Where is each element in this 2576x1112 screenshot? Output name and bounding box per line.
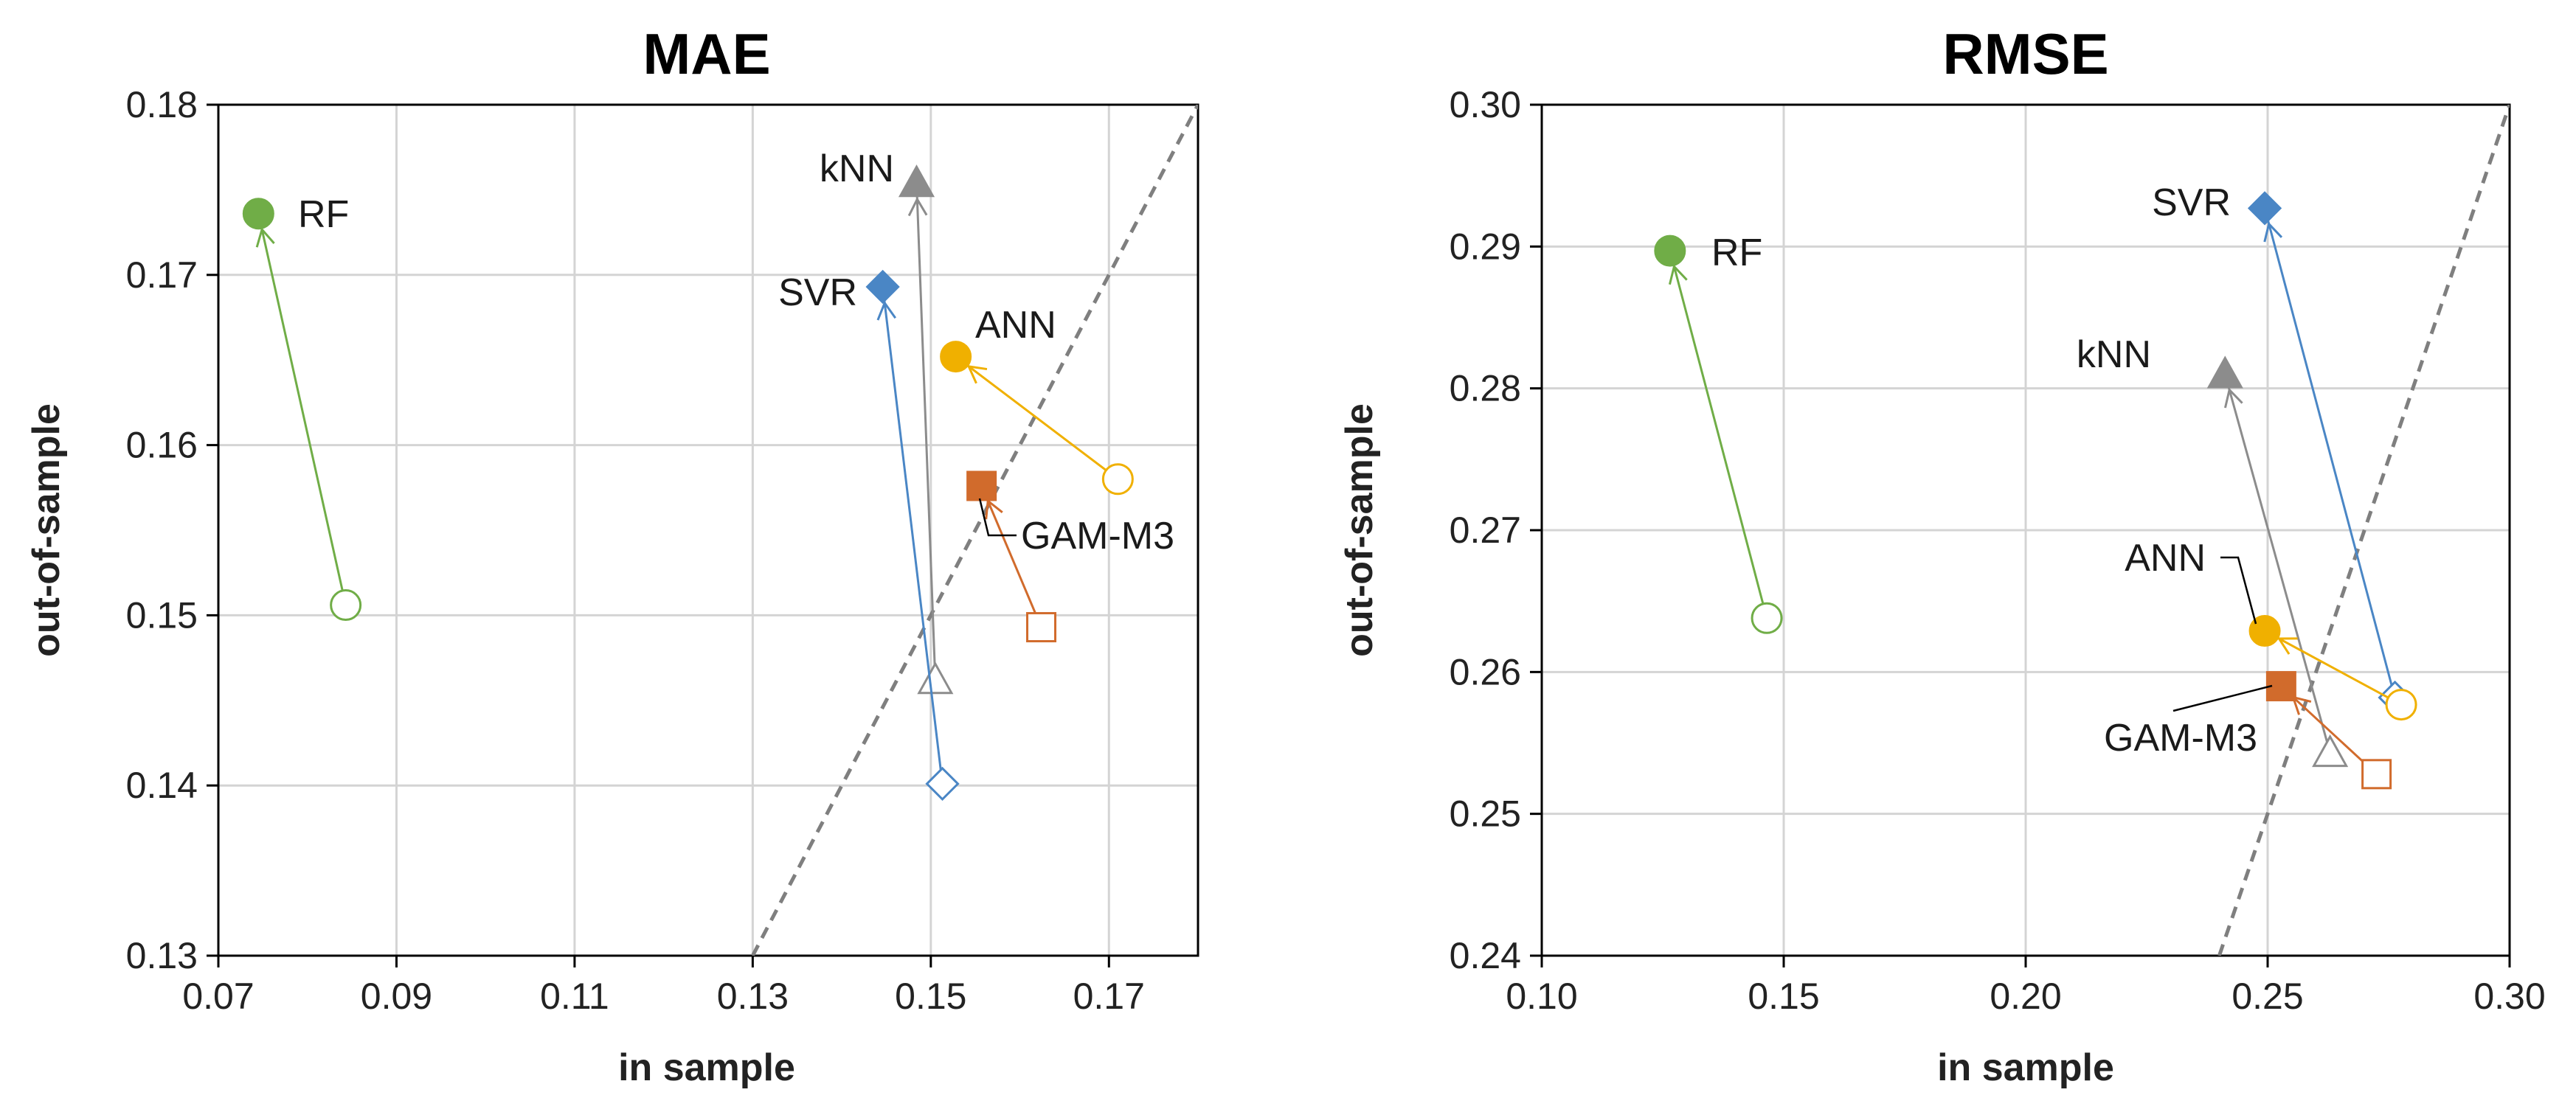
series-svr: SVR <box>2152 181 2412 715</box>
point-in-sample <box>925 766 960 802</box>
x-axis-label: in sample <box>618 1046 795 1089</box>
series-rf: RF <box>242 193 362 622</box>
y-tick-label: 0.28 <box>1450 368 1521 409</box>
series-label: kNN <box>2077 333 2151 376</box>
series-svr: SVR <box>778 269 960 802</box>
reference-line-y-equals-x <box>2217 105 2510 956</box>
series-label: RF <box>1711 232 1762 274</box>
gridlines <box>218 105 1198 956</box>
x-tick-label: 0.20 <box>1990 976 2061 1017</box>
y-tick-label: 0.17 <box>126 254 198 296</box>
series-line <box>257 213 347 605</box>
y-tick-label: 0.24 <box>1450 935 1521 976</box>
series-label: SVR <box>2152 181 2231 224</box>
y-tick-label: 0.15 <box>126 594 198 636</box>
series-knn: kNN <box>820 147 954 695</box>
series-label: GAM-M3 <box>1021 515 1174 557</box>
y-axis-label: out-of-sample <box>25 403 68 657</box>
series-line <box>2263 208 2396 698</box>
point-in-sample <box>2361 759 2392 790</box>
arrowhead <box>2224 387 2243 409</box>
point-out-of-sample <box>242 198 274 230</box>
y-tick-label: 0.16 <box>126 425 198 466</box>
point-out-of-sample <box>2248 615 2281 647</box>
y-tick-label: 0.25 <box>1450 793 1521 835</box>
gridlines <box>1542 105 2510 956</box>
y-axis-label: out-of-sample <box>1338 403 1381 657</box>
point-out-of-sample <box>2206 355 2243 389</box>
x-tick-label: 0.07 <box>182 976 254 1017</box>
x-tick-label: 0.10 <box>1506 976 1577 1017</box>
series-line <box>1669 250 1768 619</box>
x-tick-label: 0.15 <box>1748 976 1819 1017</box>
arrowhead <box>1668 264 1688 285</box>
point-in-sample <box>1026 612 1057 643</box>
series-rf: RF <box>1654 232 1783 634</box>
series-label: ANN <box>975 304 1056 347</box>
label-leader-line <box>2220 556 2257 625</box>
series-line <box>955 355 1119 480</box>
y-tick-label: 0.13 <box>126 935 198 976</box>
series-label: SVR <box>778 271 857 314</box>
x-tick-label: 0.09 <box>361 976 432 1017</box>
arrowhead <box>966 364 988 384</box>
series-knn: kNN <box>2077 333 2349 768</box>
point-out-of-sample <box>2247 191 2282 226</box>
x-axis-label: in sample <box>1937 1046 2114 1089</box>
arrowhead <box>2276 637 2298 655</box>
point-in-sample <box>1101 463 1134 496</box>
y-tick-label: 0.29 <box>1450 226 1521 267</box>
reference-line-y-equals-x <box>751 105 1198 956</box>
series-ann: ANN <box>940 304 1134 496</box>
series-line <box>980 485 1042 628</box>
series-line <box>915 183 937 681</box>
y-tick-label: 0.30 <box>1450 84 1521 125</box>
point-out-of-sample <box>940 341 972 373</box>
arrowhead <box>876 300 897 321</box>
point-in-sample <box>330 589 362 622</box>
point-in-sample <box>2385 689 2417 721</box>
arrowhead <box>2263 221 2283 243</box>
rmse-panel: RMSE in sample out-of-sample 0.10 0.15 0.2… <box>1338 21 2546 1089</box>
y-tick-label: 0.26 <box>1450 651 1521 692</box>
point-out-of-sample <box>966 470 997 501</box>
y-tick-label: 0.18 <box>126 84 198 125</box>
point-in-sample <box>917 661 954 695</box>
chart-title: MAE <box>643 21 770 86</box>
arrowhead <box>255 227 275 248</box>
y-tick-label: 0.14 <box>126 765 198 806</box>
point-in-sample <box>1751 602 1783 634</box>
point-in-sample <box>2312 734 2349 768</box>
x-tick-label: 0.30 <box>2473 976 2545 1017</box>
mae-panel: MAE in sample out-of-sample 0.07 0.09 0.11… <box>25 21 1199 1089</box>
label-leader-line <box>2172 684 2273 712</box>
series-label: ANN <box>2125 537 2206 580</box>
series-label: GAM-M3 <box>2104 717 2257 760</box>
y-tick-label: 0.27 <box>1450 510 1521 551</box>
series-line <box>882 286 944 785</box>
series-line <box>2223 374 2332 754</box>
series-gam-m3: GAM-M3 <box>2104 671 2392 790</box>
point-out-of-sample <box>1654 234 1686 267</box>
arrowhead <box>907 197 928 217</box>
series-label: kNN <box>820 147 894 190</box>
x-tick-label: 0.13 <box>717 976 789 1017</box>
series-label: RF <box>298 193 349 236</box>
series-ann: ANN <box>2125 537 2417 721</box>
plot-frame <box>217 103 1199 957</box>
series-line <box>2264 630 2402 706</box>
point-out-of-sample <box>898 164 935 198</box>
x-tick-label: 0.17 <box>1073 976 1145 1017</box>
series-gam-m3: GAM-M3 <box>966 470 1174 643</box>
chart-title: RMSE <box>1942 21 2108 86</box>
label-leader-line <box>978 498 1017 537</box>
x-tick-label: 0.25 <box>2232 976 2303 1017</box>
point-out-of-sample <box>865 269 900 305</box>
x-tick-label: 0.11 <box>540 976 609 1017</box>
x-tick-label: 0.15 <box>895 976 966 1017</box>
series-line <box>2280 685 2378 775</box>
